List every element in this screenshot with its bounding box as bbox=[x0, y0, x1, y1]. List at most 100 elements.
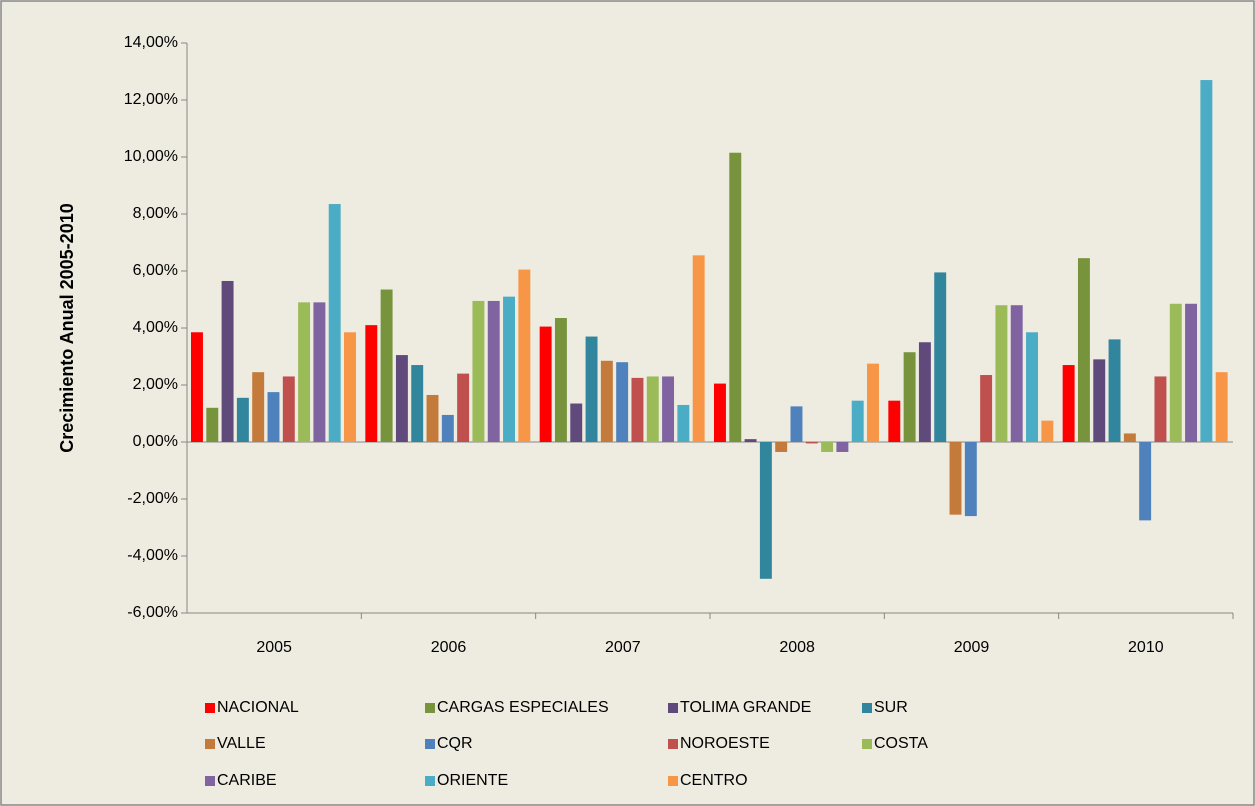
y-tick-label: 10,00% bbox=[124, 148, 178, 165]
bar bbox=[714, 383, 726, 442]
legend-swatch bbox=[668, 776, 678, 786]
legend-label: TOLIMA GRANDE bbox=[680, 699, 811, 716]
bar bbox=[1185, 303, 1198, 442]
bar bbox=[252, 372, 265, 442]
x-tick-label: 2010 bbox=[1128, 639, 1164, 656]
bar bbox=[1123, 433, 1136, 442]
y-tick-label: 14,00% bbox=[124, 34, 178, 51]
bar bbox=[964, 442, 977, 517]
legend-swatch bbox=[205, 739, 215, 749]
y-tick-label: -4,00% bbox=[127, 547, 178, 564]
bar bbox=[1010, 305, 1023, 442]
bar bbox=[1062, 365, 1075, 442]
bar bbox=[616, 362, 629, 442]
bar bbox=[206, 407, 219, 442]
legend-swatch bbox=[425, 703, 435, 713]
legend-swatch bbox=[425, 776, 435, 786]
bar bbox=[344, 332, 356, 442]
bar bbox=[1139, 442, 1152, 521]
bar bbox=[585, 336, 598, 442]
bar bbox=[1200, 80, 1213, 443]
bar bbox=[191, 332, 203, 442]
bar bbox=[821, 442, 834, 452]
bar bbox=[836, 442, 849, 452]
legend-label: COSTA bbox=[874, 735, 928, 752]
bar bbox=[995, 305, 1008, 442]
bar bbox=[1093, 359, 1106, 442]
bar bbox=[646, 376, 659, 442]
legend-swatch bbox=[425, 739, 435, 749]
bar bbox=[775, 442, 788, 452]
y-tick-label: 6,00% bbox=[133, 262, 178, 279]
bar bbox=[441, 414, 454, 442]
y-tick-label: 0,00% bbox=[133, 433, 178, 450]
bar bbox=[805, 442, 818, 444]
bar bbox=[918, 342, 931, 442]
bar bbox=[313, 302, 326, 442]
bar bbox=[395, 355, 408, 442]
bar bbox=[677, 404, 690, 442]
legend-label: CARIBE bbox=[217, 772, 277, 789]
bar bbox=[328, 204, 341, 442]
x-tick-label: 2005 bbox=[256, 639, 292, 656]
bar bbox=[888, 400, 901, 442]
bar bbox=[759, 442, 772, 579]
bar bbox=[867, 363, 879, 442]
bar bbox=[539, 326, 552, 442]
legend-swatch bbox=[668, 703, 678, 713]
bar bbox=[1026, 332, 1038, 442]
bar bbox=[570, 403, 583, 442]
x-tick-label: 2006 bbox=[431, 639, 467, 656]
bar bbox=[1077, 258, 1090, 442]
legend-label: CENTRO bbox=[680, 772, 748, 789]
bar bbox=[600, 360, 613, 442]
bar bbox=[282, 376, 295, 442]
bar bbox=[518, 269, 531, 442]
legend-swatch bbox=[205, 703, 215, 713]
legend-label: NACIONAL bbox=[217, 699, 299, 716]
bar bbox=[980, 375, 993, 442]
bar bbox=[790, 406, 803, 442]
bar bbox=[365, 325, 378, 442]
legend-label: VALLE bbox=[217, 735, 266, 752]
bar bbox=[298, 302, 311, 442]
legend-label: NOROESTE bbox=[680, 735, 770, 752]
bar bbox=[1169, 303, 1182, 442]
bar bbox=[949, 442, 962, 515]
bar bbox=[729, 152, 742, 442]
bar bbox=[411, 365, 424, 442]
x-tick-label: 2008 bbox=[779, 639, 815, 656]
legend-swatch bbox=[205, 776, 215, 786]
bar bbox=[472, 300, 485, 442]
bar bbox=[457, 373, 470, 442]
bar bbox=[903, 352, 916, 442]
bar bbox=[631, 377, 644, 442]
bar bbox=[236, 397, 249, 442]
y-tick-label: -2,00% bbox=[127, 490, 178, 507]
y-axis-title: Crecimiento Anual 2005-2010 bbox=[57, 203, 77, 452]
bar bbox=[267, 392, 280, 442]
x-tick-label: 2007 bbox=[605, 639, 641, 656]
legend-swatch bbox=[862, 703, 872, 713]
y-tick-label: 8,00% bbox=[133, 205, 178, 222]
bar bbox=[1108, 339, 1121, 442]
bar bbox=[744, 439, 757, 442]
legend-swatch bbox=[862, 739, 872, 749]
bar bbox=[692, 255, 705, 442]
x-tick-label: 2009 bbox=[954, 639, 990, 656]
bar bbox=[1154, 376, 1167, 442]
bar bbox=[851, 400, 864, 442]
y-tick-label: -6,00% bbox=[127, 604, 178, 621]
legend-label: SUR bbox=[874, 699, 908, 716]
legend-swatch bbox=[668, 739, 678, 749]
y-tick-label: 4,00% bbox=[133, 319, 178, 336]
y-tick-label: 12,00% bbox=[124, 91, 178, 108]
bar bbox=[426, 394, 439, 442]
bar bbox=[1215, 372, 1228, 442]
bar bbox=[934, 272, 947, 442]
bar bbox=[380, 289, 393, 442]
bar bbox=[662, 376, 675, 442]
bar bbox=[1041, 420, 1054, 442]
bar bbox=[554, 318, 567, 442]
